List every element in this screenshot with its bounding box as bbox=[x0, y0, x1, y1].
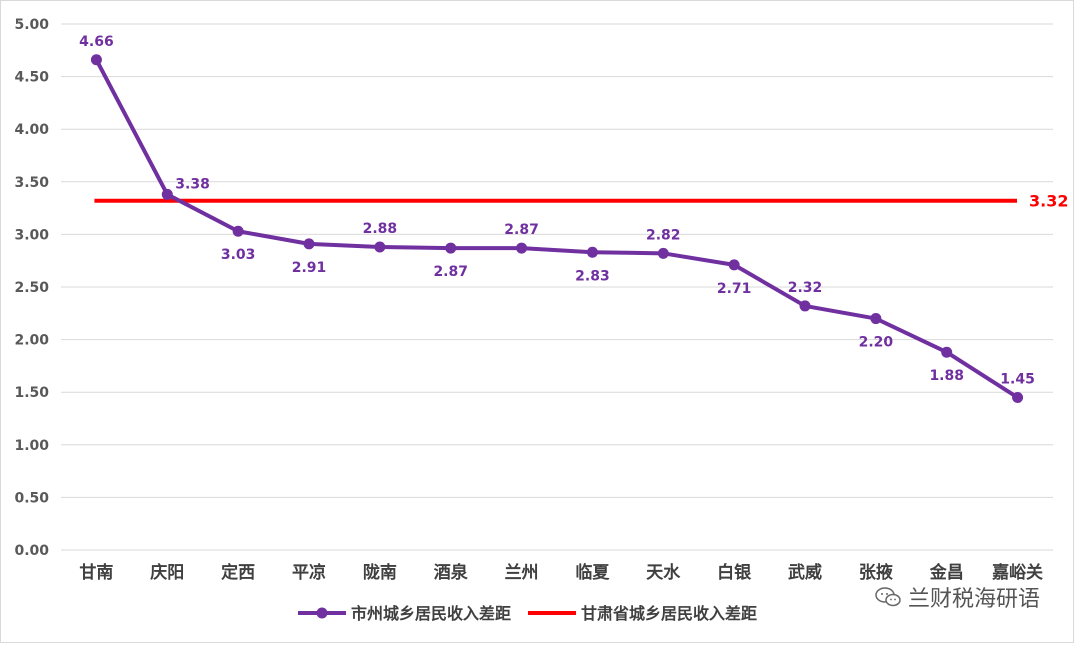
data-label: 1.45 bbox=[1000, 371, 1035, 387]
x-tick-label: 临夏 bbox=[575, 562, 610, 583]
y-tick-label: 4.00 bbox=[14, 122, 49, 138]
data-point bbox=[729, 259, 740, 270]
y-tick-label: 4.50 bbox=[14, 70, 49, 86]
x-tick-label: 白银 bbox=[717, 562, 752, 583]
x-tick-label: 酒泉 bbox=[434, 562, 469, 583]
y-tick-label: 3.50 bbox=[14, 175, 49, 191]
data-point bbox=[516, 243, 527, 254]
data-point bbox=[870, 313, 881, 324]
x-tick-label: 天水 bbox=[646, 562, 681, 583]
x-tick-label: 甘南 bbox=[79, 562, 113, 583]
x-tick-label: 定西 bbox=[221, 562, 255, 583]
data-label: 3.38 bbox=[175, 176, 210, 192]
legend-label-province: 甘肃省城乡居民收入差距 bbox=[581, 604, 757, 623]
y-tick-label: 2.00 bbox=[14, 333, 49, 349]
y-tick-label: 0.00 bbox=[14, 543, 49, 559]
data-point bbox=[941, 347, 952, 358]
y-tick-label: 1.50 bbox=[14, 385, 49, 401]
data-label: 2.88 bbox=[363, 221, 398, 237]
x-tick-label: 嘉峪关 bbox=[991, 562, 1043, 583]
data-label: 2.82 bbox=[646, 227, 681, 243]
data-label: 2.91 bbox=[292, 260, 327, 276]
data-point bbox=[1012, 392, 1023, 403]
watermark: 兰财税海研语 bbox=[874, 581, 1040, 613]
data-point bbox=[233, 226, 244, 237]
wechat-icon bbox=[874, 586, 902, 608]
legend-marker-series bbox=[317, 608, 328, 619]
data-label: 4.66 bbox=[79, 34, 114, 50]
data-point bbox=[800, 300, 811, 311]
data-point bbox=[304, 238, 315, 249]
y-tick-label: 5.00 bbox=[14, 17, 49, 33]
x-tick-label: 庆阳 bbox=[150, 562, 184, 583]
data-point bbox=[162, 189, 173, 200]
data-label: 2.87 bbox=[433, 264, 468, 280]
data-point bbox=[445, 243, 456, 254]
data-point bbox=[91, 54, 102, 65]
data-point bbox=[658, 248, 669, 259]
data-label: 3.03 bbox=[221, 247, 256, 263]
legend-label-series: 市州城乡居民收入差距 bbox=[351, 604, 511, 623]
x-tick-label: 金昌 bbox=[929, 562, 964, 583]
y-tick-label: 0.50 bbox=[14, 490, 49, 506]
y-tick-label: 2.50 bbox=[14, 280, 49, 296]
y-tick-label: 1.00 bbox=[14, 438, 49, 454]
y-tick-label: 3.00 bbox=[14, 227, 49, 243]
x-tick-label: 张掖 bbox=[859, 562, 893, 583]
data-label: 2.87 bbox=[504, 222, 539, 238]
data-point bbox=[587, 247, 598, 258]
data-point bbox=[374, 242, 385, 253]
province-value-label: 3.32 bbox=[1029, 192, 1068, 211]
data-label: 2.71 bbox=[717, 281, 752, 297]
x-tick-label: 兰州 bbox=[505, 562, 539, 583]
data-label: 2.83 bbox=[575, 268, 610, 284]
x-tick-label: 平凉 bbox=[292, 562, 326, 583]
x-tick-label: 陇南 bbox=[363, 562, 397, 583]
x-tick-label: 武威 bbox=[788, 562, 822, 583]
data-label: 1.88 bbox=[929, 368, 964, 384]
watermark-text: 兰财税海研语 bbox=[908, 581, 1040, 613]
data-label: 2.32 bbox=[788, 280, 823, 296]
data-label: 2.20 bbox=[859, 335, 894, 351]
